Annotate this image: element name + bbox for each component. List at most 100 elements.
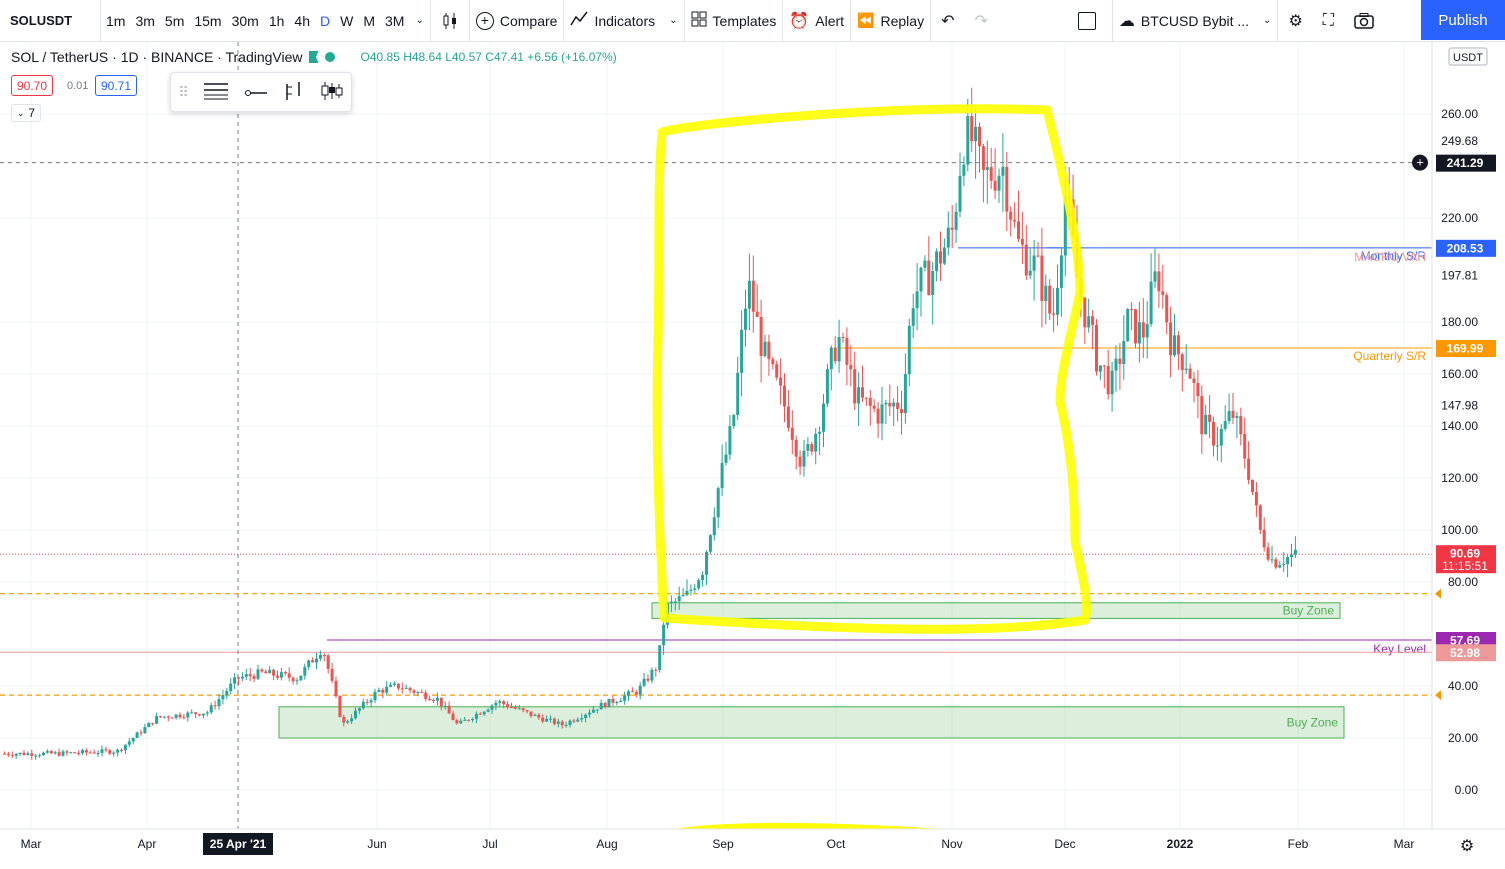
symbol-select-dropdown[interactable]: ☁ BTCUSD Bybit ... ⌄	[1111, 0, 1278, 42]
drag-handle-icon[interactable]: ⠿	[178, 83, 189, 100]
add-alert-icon[interactable]	[1412, 154, 1428, 171]
chevron-down-icon[interactable]: ⌄	[415, 15, 424, 26]
candle-body	[240, 676, 244, 679]
price-tick-label: 80.00	[1448, 575, 1478, 589]
candle-body	[342, 716, 346, 723]
undo-icon[interactable]: ↶	[941, 12, 955, 30]
interval-5m[interactable]: 5m	[164, 12, 185, 29]
price-chart[interactable]: Buy Zone Buy Zone Monthly S/R Quarterly S/R…	[0, 42, 1505, 869]
alert-marker-icon[interactable]	[1435, 588, 1441, 599]
candle-body	[673, 601, 677, 603]
candle-body	[1001, 166, 1005, 176]
candle-body	[498, 701, 502, 703]
candle-body	[833, 347, 837, 362]
candle-body	[1091, 316, 1095, 325]
candle-body	[552, 718, 556, 724]
indicators-collapse-button[interactable]: ⌄ 7	[11, 104, 41, 122]
candle-body	[18, 752, 22, 755]
candle-body	[701, 574, 705, 581]
candle-body	[658, 645, 662, 670]
candle-body	[478, 713, 482, 715]
candle-body	[287, 673, 291, 678]
candle-body	[1188, 368, 1192, 379]
candle-body	[482, 711, 486, 715]
candle-body	[474, 713, 478, 719]
price-tick-label: 40.00	[1448, 679, 1478, 693]
candle-body	[751, 280, 755, 312]
candle-body	[1005, 166, 1009, 212]
candle-body	[81, 750, 84, 754]
interval-1h[interactable]: 1h	[268, 12, 285, 29]
time-tick-label: Feb	[1288, 837, 1309, 851]
candle-body	[42, 752, 45, 756]
alert-label: Alert	[815, 12, 845, 29]
candle-body	[194, 712, 198, 715]
candle-body	[638, 685, 642, 695]
candle-body	[560, 721, 564, 726]
candle-body	[447, 705, 451, 714]
candle-body	[1063, 196, 1067, 256]
interval-d[interactable]: D	[319, 12, 331, 29]
candle-body	[45, 751, 49, 753]
interval-3m[interactable]: 3M	[385, 12, 405, 29]
flag-icon[interactable]	[308, 51, 319, 63]
price-tick-label: 249.68	[1441, 134, 1478, 148]
interval-3m[interactable]: 3m	[135, 12, 155, 29]
line-style-icon[interactable]	[203, 82, 229, 103]
candle-body	[876, 408, 880, 424]
layout-square-icon[interactable]	[1068, 0, 1106, 42]
templates-button[interactable]: Templates	[685, 0, 783, 42]
candle-body	[1137, 322, 1141, 344]
candle-body	[814, 433, 818, 452]
candle-body	[217, 699, 221, 707]
buy-zone-rect[interactable]	[651, 602, 1341, 619]
symbol-search[interactable]: SOLUSDT	[10, 13, 73, 28]
candle-body	[1258, 505, 1262, 530]
candle-body	[1165, 295, 1169, 323]
candles-icon[interactable]	[431, 0, 469, 42]
candle-body	[810, 444, 814, 452]
candle-body	[689, 589, 693, 591]
candle-body	[420, 692, 424, 694]
candle-body	[1020, 238, 1024, 245]
candle-body	[822, 403, 825, 432]
currency-badge[interactable]	[1448, 47, 1488, 66]
candles-style-icon[interactable]	[320, 81, 344, 104]
candle-body	[950, 227, 954, 230]
candle-body	[260, 669, 264, 672]
alert-marker-icon[interactable]	[1435, 690, 1441, 701]
candle-body	[252, 676, 256, 679]
interval-15m[interactable]: 15m	[194, 12, 222, 29]
gear-icon[interactable]: ⚙	[1288, 12, 1303, 30]
indicators-button[interactable]: Indicators ⌄	[564, 0, 683, 42]
candle-body	[6, 753, 10, 755]
interval-m[interactable]: M	[363, 12, 375, 29]
sell-price-box[interactable]: 90.70	[11, 75, 54, 96]
alert-button[interactable]: ⏰ Alert	[783, 0, 850, 42]
redo-icon[interactable]: ↷	[974, 12, 988, 30]
candle-body	[502, 701, 506, 705]
candle-body	[143, 727, 147, 734]
candle-body	[135, 732, 139, 738]
buy-price-box[interactable]: 90.71	[95, 75, 138, 96]
interval-1m[interactable]: 1m	[106, 12, 126, 29]
interval-w[interactable]: W	[340, 12, 354, 29]
fullscreen-icon[interactable]: ⛶	[1322, 11, 1334, 29]
candle-body	[779, 377, 783, 386]
compare-button[interactable]: + Compare	[470, 0, 564, 42]
interval-30m[interactable]: 30m	[231, 12, 259, 29]
candle-body	[1192, 378, 1196, 383]
bars-style-icon[interactable]	[283, 81, 305, 104]
candle-body	[34, 755, 38, 757]
level-label: Key Level	[1373, 642, 1426, 656]
highlight-box-drawing[interactable]	[652, 104, 1092, 634]
publish-button[interactable]: Publish	[1421, 0, 1505, 40]
camera-icon[interactable]	[1344, 0, 1384, 42]
horizontal-ray-icon[interactable]	[244, 84, 268, 100]
interval-4h[interactable]: 4h	[294, 12, 310, 29]
candle-body	[642, 678, 646, 686]
replay-button[interactable]: ⏪ Replay	[851, 0, 930, 42]
candle-body	[201, 713, 205, 716]
buy-zone-rect[interactable]	[278, 706, 1345, 739]
price-axis-badge	[1436, 545, 1496, 574]
